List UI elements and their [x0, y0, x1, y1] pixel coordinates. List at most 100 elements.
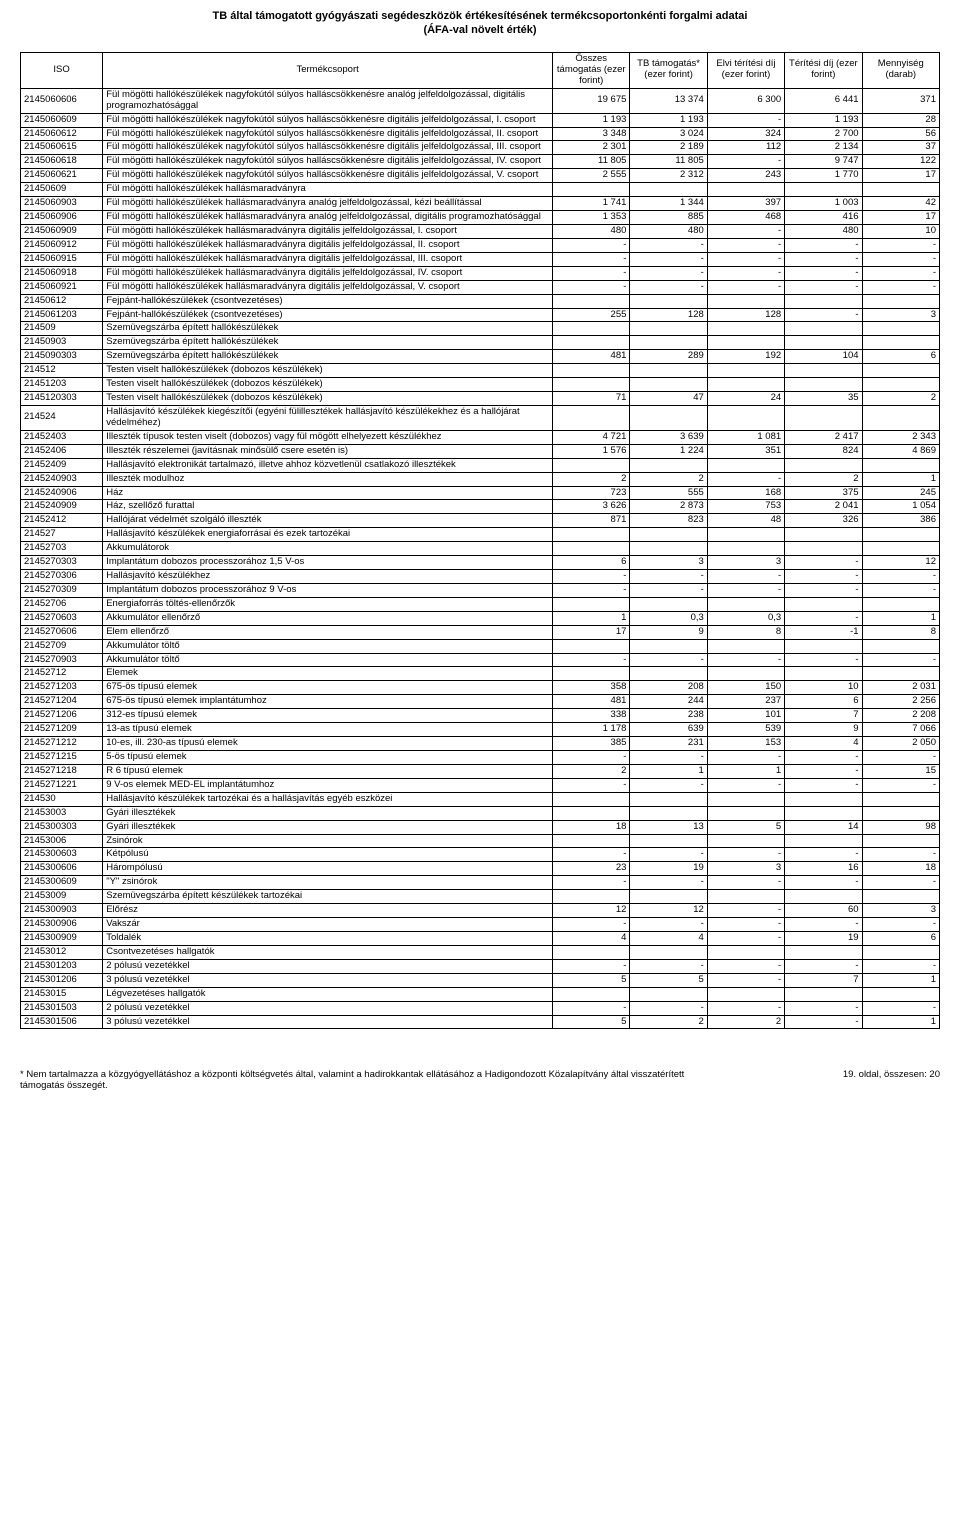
cell-value [862, 792, 939, 806]
cell-value: 480 [553, 224, 630, 238]
cell-name: 2 pólusú vezetékkel [103, 959, 553, 973]
cell-value: 237 [707, 695, 784, 709]
cell-value: 481 [553, 350, 630, 364]
cell-iso: 21452403 [21, 430, 103, 444]
cell-value: 338 [553, 709, 630, 723]
table-row: 21452712219 V-os elemek MED-EL implantát… [21, 778, 940, 792]
cell-value [862, 834, 939, 848]
cell-value [553, 542, 630, 556]
cell-value: 5 [707, 820, 784, 834]
cell-value: 231 [630, 737, 707, 751]
cell-name: Gyári illesztékek [103, 820, 553, 834]
cell-name: Fül mögötti hallókészülékek nagyfokútól … [103, 141, 553, 155]
cell-value: 1 178 [553, 723, 630, 737]
cell-value: 16 [785, 862, 862, 876]
cell-value: 416 [785, 211, 862, 225]
cell-value: 37 [862, 141, 939, 155]
cell-value [553, 364, 630, 378]
table-row: 214527120913-as típusú elemek1 178639539… [21, 723, 940, 737]
cell-value [707, 987, 784, 1001]
cell-value: 13 374 [630, 88, 707, 113]
cell-value: 2 [862, 392, 939, 406]
cell-iso: 2145060918 [21, 266, 103, 280]
cell-value [553, 945, 630, 959]
cell-value: 2 134 [785, 141, 862, 155]
cell-value: 18 [553, 820, 630, 834]
cell-name: 675-ös típusú elemek implantátumhoz [103, 695, 553, 709]
cell-name: Fül mögötti hallókészülékek nagyfokútól … [103, 169, 553, 183]
table-row: 21452706Energiaforrás töltés-ellenőrzők [21, 597, 940, 611]
cell-value [553, 378, 630, 392]
cell-value: 3 [862, 308, 939, 322]
cell-value: - [785, 308, 862, 322]
cell-value [630, 364, 707, 378]
table-row: 2145271203675-ös típusú elemek3582081501… [21, 681, 940, 695]
cell-name: Hallásjavító készülékek kiegészítői (egy… [103, 405, 553, 430]
cell-value: - [862, 266, 939, 280]
cell-value: 1 353 [553, 211, 630, 225]
cell-value: - [630, 266, 707, 280]
table-row: 2145061203Fejpánt-hallókészülékek (csont… [21, 308, 940, 322]
table-row: 2145300606Hárompólusú231931618 [21, 862, 940, 876]
cell-value [862, 528, 939, 542]
cell-name: Akkumulátor töltő [103, 639, 553, 653]
cell-value: 6 [785, 695, 862, 709]
cell-value: 375 [785, 486, 862, 500]
cell-value: - [862, 570, 939, 584]
col-quantity: Mennyiség (darab) [862, 53, 939, 89]
cell-value: 168 [707, 486, 784, 500]
cell-iso: 2145060909 [21, 224, 103, 238]
cell-name: Fül mögötti hallókészülékek hallásmaradv… [103, 238, 553, 252]
cell-iso: 2145300903 [21, 904, 103, 918]
col-tb-support: TB támogatás* (ezer forint) [630, 53, 707, 89]
cell-iso: 2145300609 [21, 876, 103, 890]
table-row: 21453015032 pólusú vezetékkel----- [21, 1001, 940, 1015]
cell-value [707, 364, 784, 378]
cell-value: 2 031 [862, 681, 939, 695]
table-row: 2145120303Testen viselt hallókészülékek … [21, 392, 940, 406]
cell-name: Fül mögötti hallókészülékek hallásmaradv… [103, 252, 553, 266]
cell-value: 1 054 [862, 500, 939, 514]
cell-iso: 2145060606 [21, 88, 103, 113]
table-row: 2145060621Fül mögötti hallókészülékek na… [21, 169, 940, 183]
cell-value: 2 041 [785, 500, 862, 514]
cell-value: - [862, 918, 939, 932]
cell-value: 480 [630, 224, 707, 238]
cell-iso: 21452709 [21, 639, 103, 653]
cell-value: 3 626 [553, 500, 630, 514]
cell-value: 9 [630, 625, 707, 639]
cell-name: Fül mögötti hallókészülékek nagyfokútól … [103, 88, 553, 113]
table-row: 2145300903Előrész1212-603 [21, 904, 940, 918]
cell-value: - [630, 583, 707, 597]
cell-iso: 2145300303 [21, 820, 103, 834]
cell-iso: 2145271206 [21, 709, 103, 723]
cell-value: 3 [707, 556, 784, 570]
cell-value: - [707, 876, 784, 890]
cell-value [785, 987, 862, 1001]
table-row: 214527121210-es, ill. 230-as típusú elem… [21, 737, 940, 751]
table-row: 214524Hallásjavító készülékek kiegészítő… [21, 405, 940, 430]
cell-name: 3 pólusú vezetékkel [103, 1015, 553, 1029]
cell-value [630, 528, 707, 542]
table-row: 2145300603Kétpólusú----- [21, 848, 940, 862]
cell-name: Energiaforrás töltés-ellenőrzők [103, 597, 553, 611]
cell-value: - [630, 570, 707, 584]
cell-value: 2 256 [862, 695, 939, 709]
cell-value: 18 [862, 862, 939, 876]
cell-value: 255 [553, 308, 630, 322]
cell-value: 42 [862, 197, 939, 211]
cell-value: 539 [707, 723, 784, 737]
table-row: 2145060918Fül mögötti hallókészülékek ha… [21, 266, 940, 280]
cell-value [785, 945, 862, 959]
cell-value [553, 336, 630, 350]
table-row: 21452403Illeszték típusok testen viselt … [21, 430, 940, 444]
cell-value: 1 [707, 764, 784, 778]
table-row: 2145270903Akkumulátor töltő----- [21, 653, 940, 667]
cell-iso: 2145300906 [21, 918, 103, 932]
cell-value: 5 [630, 973, 707, 987]
cell-value: 9 747 [785, 155, 862, 169]
table-row: 21453012032 pólusú vezetékkel----- [21, 959, 940, 973]
cell-value: - [630, 653, 707, 667]
cell-name: Fül mögötti hallókészülékek hallásmaradv… [103, 183, 553, 197]
cell-value: - [707, 904, 784, 918]
